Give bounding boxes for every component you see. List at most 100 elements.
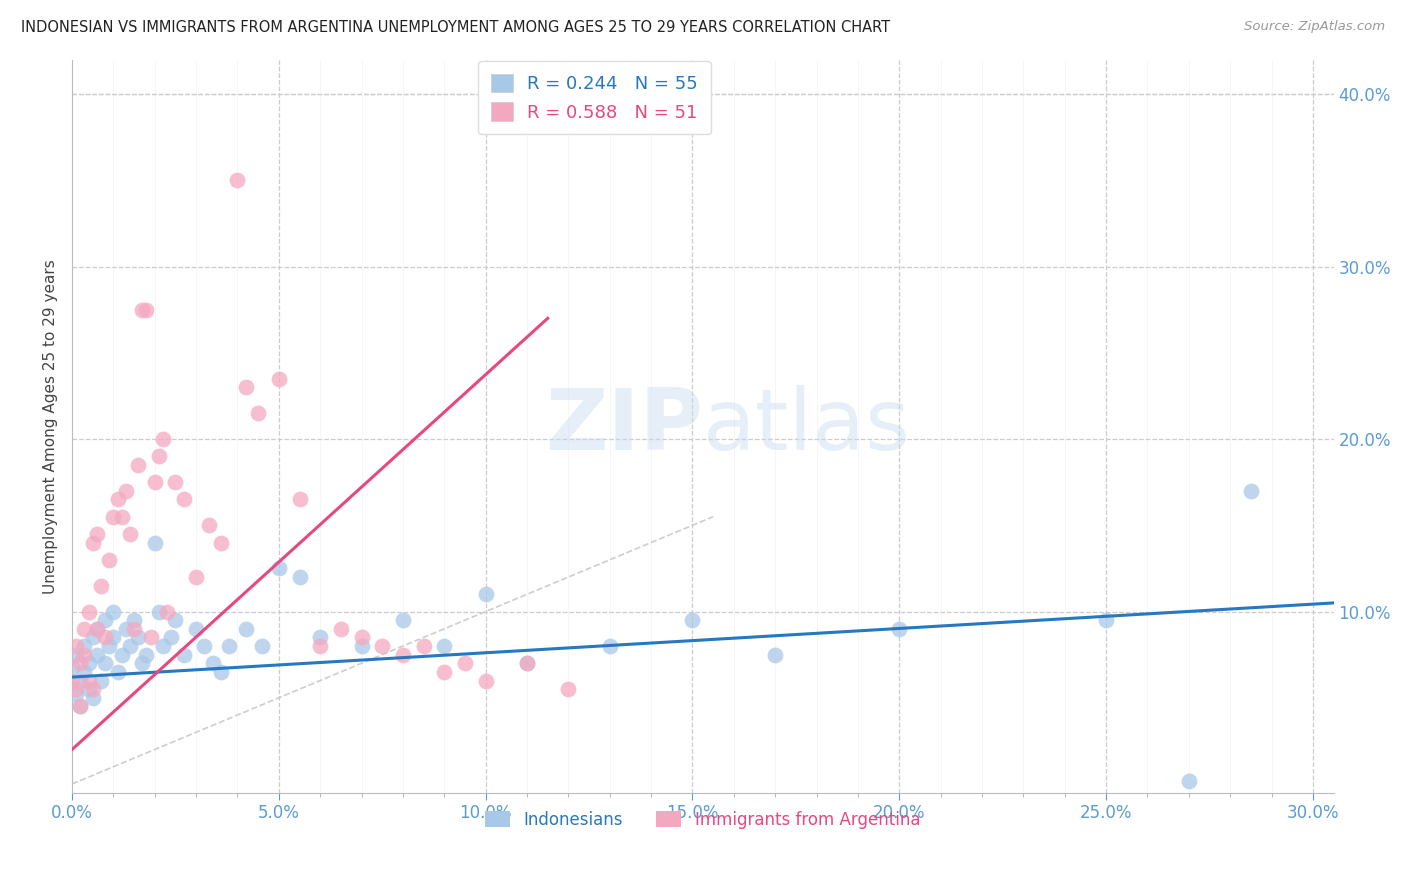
- Point: [77, 605, 100, 619]
- Point: [218, 639, 240, 653]
- Text: Source: ZipAtlas.com: Source: ZipAtlas.com: [1244, 20, 1385, 33]
- Point: [118, 639, 141, 653]
- Point: [889, 622, 911, 636]
- Point: [103, 509, 125, 524]
- Point: [209, 665, 232, 679]
- Point: [516, 657, 538, 671]
- Point: [474, 587, 496, 601]
- Point: [103, 631, 125, 645]
- Point: [226, 173, 249, 187]
- Point: [86, 622, 108, 636]
- Point: [94, 631, 117, 645]
- Point: [392, 613, 415, 627]
- Point: [152, 432, 174, 446]
- Point: [69, 699, 91, 714]
- Point: [94, 657, 117, 671]
- Point: [139, 631, 162, 645]
- Point: [252, 639, 274, 653]
- Point: [682, 613, 704, 627]
- Point: [131, 302, 153, 317]
- Point: [127, 631, 149, 645]
- Point: [288, 570, 311, 584]
- Point: [209, 535, 232, 549]
- Point: [392, 648, 415, 662]
- Point: [82, 631, 104, 645]
- Point: [65, 648, 87, 662]
- Point: [69, 699, 91, 714]
- Point: [111, 509, 134, 524]
- Point: [77, 673, 100, 688]
- Text: INDONESIAN VS IMMIGRANTS FROM ARGENTINA UNEMPLOYMENT AMONG AGES 25 TO 29 YEARS C: INDONESIAN VS IMMIGRANTS FROM ARGENTINA …: [21, 20, 890, 35]
- Point: [309, 631, 332, 645]
- Point: [412, 639, 434, 653]
- Text: ZIP: ZIP: [546, 384, 703, 467]
- Point: [143, 535, 166, 549]
- Point: [73, 665, 96, 679]
- Point: [107, 492, 129, 507]
- Point: [148, 605, 170, 619]
- Legend: Indonesians, Immigrants from Argentina: Indonesians, Immigrants from Argentina: [478, 805, 927, 836]
- Point: [433, 665, 456, 679]
- Point: [118, 527, 141, 541]
- Point: [350, 631, 373, 645]
- Point: [267, 372, 290, 386]
- Point: [60, 673, 83, 688]
- Point: [197, 518, 219, 533]
- Point: [69, 673, 91, 688]
- Point: [184, 622, 207, 636]
- Point: [82, 690, 104, 705]
- Point: [86, 527, 108, 541]
- Point: [433, 639, 456, 653]
- Point: [148, 450, 170, 464]
- Point: [90, 673, 112, 688]
- Point: [143, 475, 166, 490]
- Point: [114, 622, 136, 636]
- Point: [65, 687, 87, 701]
- Point: [86, 622, 108, 636]
- Y-axis label: Unemployment Among Ages 25 to 29 years: Unemployment Among Ages 25 to 29 years: [44, 259, 58, 593]
- Point: [73, 639, 96, 653]
- Point: [350, 639, 373, 653]
- Point: [77, 682, 100, 697]
- Point: [184, 570, 207, 584]
- Point: [173, 492, 195, 507]
- Point: [65, 682, 87, 697]
- Point: [201, 657, 224, 671]
- Point: [371, 639, 394, 653]
- Point: [107, 665, 129, 679]
- Point: [82, 535, 104, 549]
- Point: [156, 605, 179, 619]
- Point: [82, 682, 104, 697]
- Point: [288, 492, 311, 507]
- Point: [65, 639, 87, 653]
- Point: [86, 648, 108, 662]
- Point: [160, 631, 183, 645]
- Point: [111, 648, 134, 662]
- Point: [1240, 483, 1263, 498]
- Point: [60, 659, 83, 673]
- Point: [474, 673, 496, 688]
- Point: [114, 483, 136, 498]
- Point: [454, 657, 477, 671]
- Point: [1178, 773, 1201, 788]
- Point: [98, 639, 121, 653]
- Point: [329, 622, 352, 636]
- Point: [122, 613, 145, 627]
- Point: [69, 657, 91, 671]
- Point: [763, 648, 786, 662]
- Point: [127, 458, 149, 472]
- Point: [103, 605, 125, 619]
- Point: [267, 561, 290, 575]
- Point: [122, 622, 145, 636]
- Point: [77, 657, 100, 671]
- Point: [193, 639, 215, 653]
- Point: [94, 613, 117, 627]
- Point: [235, 622, 257, 636]
- Point: [98, 553, 121, 567]
- Point: [599, 639, 621, 653]
- Point: [1095, 613, 1118, 627]
- Point: [173, 648, 195, 662]
- Point: [516, 657, 538, 671]
- Point: [165, 613, 187, 627]
- Point: [135, 302, 157, 317]
